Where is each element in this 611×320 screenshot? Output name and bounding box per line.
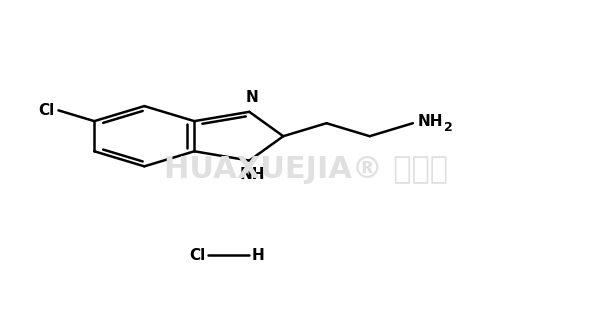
Text: H: H bbox=[252, 248, 265, 263]
Text: HUAXUEJIA® 化学加: HUAXUEJIA® 化学加 bbox=[164, 155, 447, 184]
Text: NH: NH bbox=[240, 167, 265, 182]
Text: Cl: Cl bbox=[189, 248, 205, 263]
Text: N: N bbox=[246, 91, 258, 106]
Text: NH: NH bbox=[418, 115, 443, 129]
Text: 2: 2 bbox=[444, 121, 453, 134]
Text: Cl: Cl bbox=[38, 103, 55, 118]
